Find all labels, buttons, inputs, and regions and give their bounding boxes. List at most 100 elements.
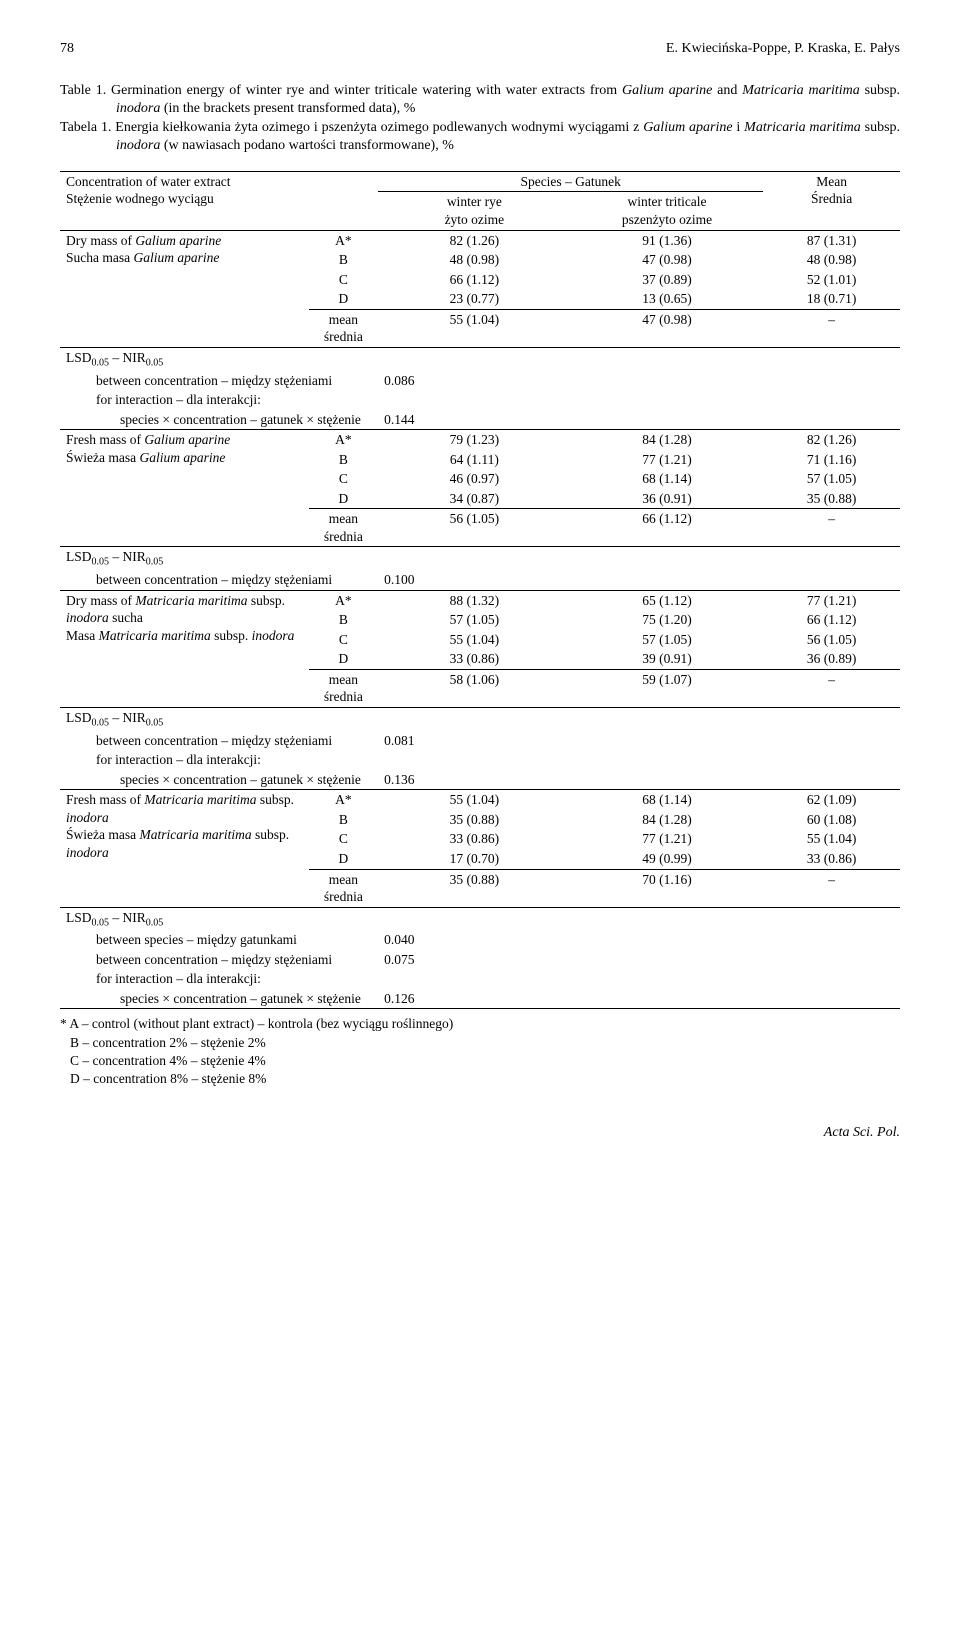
conc-en: Concentration of water extract: [66, 174, 231, 189]
lsd-label: LSD0.05 – NIR0.05: [60, 547, 900, 570]
value-cell: 82 (1.26): [763, 430, 900, 450]
value-cell: 88 (1.32): [378, 590, 571, 610]
mean-key: meanśrednia: [309, 669, 378, 707]
value-cell: 77 (1.21): [571, 450, 764, 470]
value-cell: 35 (0.88): [378, 810, 571, 830]
value-cell: 68 (1.14): [571, 469, 764, 489]
value-cell: 35 (0.88): [763, 489, 900, 509]
value-cell: 75 (1.20): [571, 610, 764, 630]
lsd-line: between concentration – między stężeniam…: [60, 950, 900, 970]
value-cell: 82 (1.26): [378, 230, 571, 250]
lsd-value: 0.086: [378, 371, 763, 391]
journal-footer: Acta Sci. Pol.: [60, 1124, 900, 1142]
footnote-c: C – concentration 4% – stężenie 4%: [60, 1052, 900, 1070]
lsd-text: for interaction – dla interakcji:: [60, 750, 378, 770]
value-cell: 47 (0.98): [571, 250, 764, 270]
value-cell: 55 (1.04): [763, 829, 900, 849]
lsd-line: between concentration – między stężeniam…: [60, 371, 900, 391]
conc-key: A*: [309, 430, 378, 450]
section-label: Dry mass of Matricaria maritima subsp. i…: [60, 590, 309, 707]
value-cell: 60 (1.08): [763, 810, 900, 830]
value-cell: 87 (1.31): [763, 230, 900, 250]
mean-key: meanśrednia: [309, 509, 378, 547]
table-row: Fresh mass of Matricaria maritima subsp.…: [60, 790, 900, 810]
data-table: Concentration of water extract Stężenie …: [60, 171, 900, 1010]
lsd-spacer: [763, 371, 900, 391]
value-cell: 57 (1.05): [378, 610, 571, 630]
table-row: Fresh mass of Galium aparineŚwieża masa …: [60, 430, 900, 450]
lsd-text: between concentration – między stężeniam…: [60, 371, 378, 391]
header-concentration: Concentration of water extract Stężenie …: [60, 171, 378, 230]
conc-key: A*: [309, 230, 378, 250]
footnote-a: * A – control (without plant extract) – …: [60, 1015, 900, 1033]
mean-value: 56 (1.05): [378, 509, 571, 547]
section-label: Dry mass of Galium aparineSucha masa Gal…: [60, 230, 309, 347]
caption-en-subsp: subsp.: [860, 83, 900, 98]
caption-pl-ital1: Galium aparine: [643, 120, 732, 135]
table-caption-pl: Tabela 1. Energia kiełkowania żyta ozime…: [60, 119, 900, 155]
value-cell: 68 (1.14): [571, 790, 764, 810]
conc-key: D: [309, 289, 378, 309]
lsd-line: for interaction – dla interakcji:: [60, 390, 900, 410]
lsd-line: species × concentration – gatunek × stęż…: [60, 989, 900, 1009]
lsd-spacer: [763, 570, 900, 590]
value-cell: 34 (0.87): [378, 489, 571, 509]
caption-en-ital1: Galium aparine: [622, 83, 712, 98]
lsd-spacer: [763, 770, 900, 790]
lsd-text: for interaction – dla interakcji:: [60, 969, 378, 989]
lsd-spacer: [763, 390, 900, 410]
lsd-spacer: [763, 930, 900, 950]
conc-key: D: [309, 849, 378, 869]
conc-pl: Stężenie wodnego wyciągu: [66, 191, 214, 206]
conc-key: A*: [309, 790, 378, 810]
lsd-line: between species – między gatunkami0.040: [60, 930, 900, 950]
lsd-value: [378, 750, 763, 770]
lsd-text: between concentration – między stężeniam…: [60, 731, 378, 751]
lsd-head-row: LSD0.05 – NIR0.05: [60, 547, 900, 570]
lsd-value: 0.136: [378, 770, 763, 790]
caption-pl-c: i: [733, 120, 745, 135]
rye-en: winter rye: [447, 194, 502, 209]
caption-en-label: Table 1.: [60, 83, 106, 98]
mean-value: 55 (1.04): [378, 309, 571, 347]
caption-pl-ital3: inodora: [116, 138, 160, 153]
table-caption-en: Table 1. Germination energy of winter ry…: [60, 82, 900, 155]
value-cell: 77 (1.21): [571, 829, 764, 849]
value-cell: 13 (0.65): [571, 289, 764, 309]
rye-pl: żyto ozime: [445, 212, 505, 227]
conc-key: C: [309, 469, 378, 489]
value-cell: 65 (1.12): [571, 590, 764, 610]
value-cell: 46 (0.97): [378, 469, 571, 489]
lsd-head-row: LSD0.05 – NIR0.05: [60, 707, 900, 730]
caption-pl-g: (w nawiasach podano wartości transformow…: [160, 138, 454, 153]
value-cell: 48 (0.98): [763, 250, 900, 270]
section-label: Fresh mass of Galium aparineŚwieża masa …: [60, 430, 309, 547]
conc-key: B: [309, 810, 378, 830]
caption-pl-label: Tabela 1.: [60, 120, 111, 135]
caption-en-and: and: [712, 83, 742, 98]
lsd-value: 0.100: [378, 570, 763, 590]
caption-pl-e: subsp.: [861, 120, 900, 135]
value-cell: 55 (1.04): [378, 790, 571, 810]
lsd-line: between concentration – między stężeniam…: [60, 731, 900, 751]
value-cell: 77 (1.21): [763, 590, 900, 610]
lsd-value: 0.126: [378, 989, 763, 1009]
mean-value: –: [763, 869, 900, 907]
lsd-value: 0.040: [378, 930, 763, 950]
mean-value: –: [763, 669, 900, 707]
mean-value: –: [763, 309, 900, 347]
caption-en-tail: (in the brackets present transformed dat…: [160, 101, 415, 116]
running-head: 78 E. Kwiecińska-Poppe, P. Kraska, E. Pa…: [60, 40, 900, 58]
value-cell: 17 (0.70): [378, 849, 571, 869]
conc-key: D: [309, 649, 378, 669]
mean-value: 47 (0.98): [571, 309, 764, 347]
conc-key: B: [309, 250, 378, 270]
header-mean: Mean Średnia: [763, 171, 900, 230]
conc-key: D: [309, 489, 378, 509]
caption-pl-ital2: Matricaria maritima: [744, 120, 861, 135]
lsd-text: species × concentration – gatunek × stęż…: [60, 410, 378, 430]
conc-key: C: [309, 829, 378, 849]
footnote-b: B – concentration 2% – stężenie 2%: [60, 1034, 900, 1052]
lsd-text: between concentration – między stężeniam…: [60, 570, 378, 590]
lsd-value: 0.144: [378, 410, 763, 430]
